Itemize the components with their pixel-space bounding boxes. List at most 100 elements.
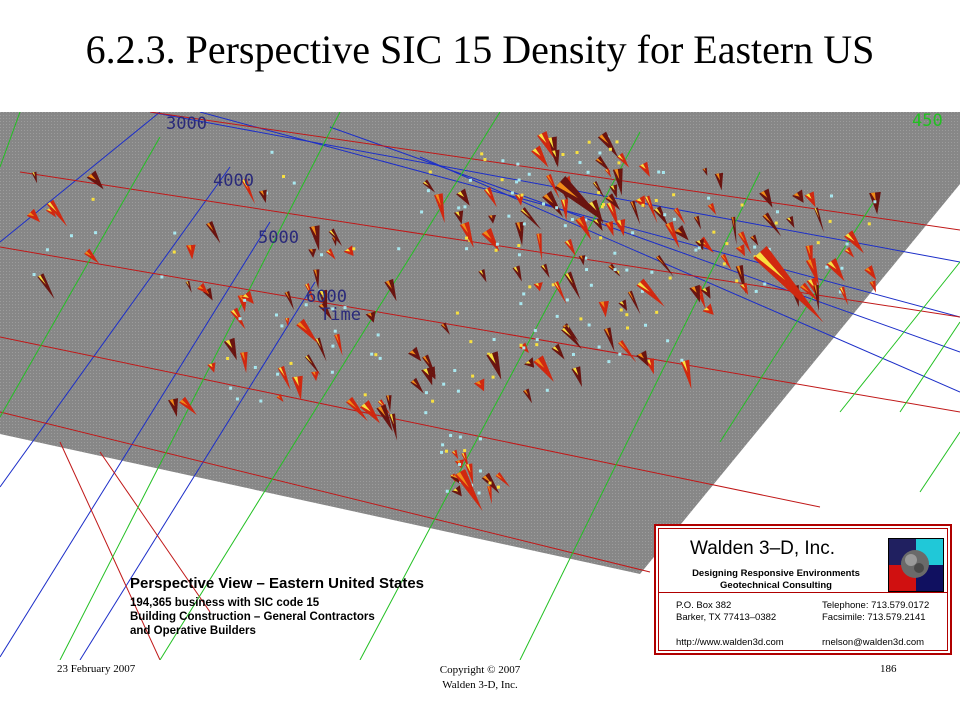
density-spike-highlight: [589, 201, 597, 211]
density-spike: [813, 284, 819, 312]
density-point: [445, 449, 448, 453]
company-website[interactable]: http://www.walden3d.com: [676, 637, 784, 648]
density-spike-highlight: [385, 280, 392, 289]
density-spike: [560, 199, 569, 221]
density-spike-highlight: [452, 450, 456, 455]
perspective-surface: 3000 4000 5000 6000 Time 450: [0, 112, 960, 660]
density-point: [496, 485, 500, 489]
density-spike-highlight: [310, 226, 317, 237]
density-spike-highlight: [565, 240, 571, 247]
density-point: [520, 193, 524, 197]
density-spike: [291, 375, 303, 401]
density-point: [867, 222, 871, 226]
density-spike-highlight: [537, 233, 541, 245]
density-spike-highlight: [326, 250, 332, 254]
density-point: [555, 206, 559, 210]
density-point: [598, 151, 602, 155]
density-point: [619, 308, 623, 312]
density-spike: [311, 371, 319, 382]
density-spike: [644, 195, 658, 224]
density-point: [500, 178, 504, 182]
density-point: [641, 203, 645, 207]
density-spike: [839, 286, 849, 306]
density-point: [45, 248, 49, 252]
density-spike-highlight: [456, 472, 469, 488]
density-point: [516, 162, 520, 166]
density-point: [259, 399, 263, 403]
grid-line-green: [839, 261, 960, 413]
density-spikes: [26, 131, 881, 511]
density-spike: [693, 215, 702, 230]
density-point: [617, 161, 621, 165]
density-point: [238, 317, 242, 321]
density-point: [599, 236, 603, 240]
density-spike: [453, 210, 464, 225]
density-point: [712, 230, 716, 234]
density-spike-highlight: [389, 414, 394, 425]
density-spike-highlight: [482, 475, 492, 483]
density-spike-highlight: [488, 353, 496, 364]
density-spike-highlight: [534, 283, 539, 287]
density-point: [378, 356, 382, 360]
density-spike: [522, 388, 533, 404]
density-point: [535, 343, 539, 347]
density-spike-highlight: [293, 376, 299, 387]
density-spike: [186, 244, 196, 260]
density-spike-highlight: [865, 267, 872, 273]
grid-label-6000: 6000: [306, 287, 347, 307]
density-point: [70, 234, 74, 238]
density-point: [469, 340, 473, 344]
density-point: [626, 326, 630, 330]
density-spike: [465, 463, 474, 485]
company-telephone: Telephone: 713.579.0172: [822, 600, 930, 611]
grid-line-green: [0, 136, 161, 418]
company-address-2: Barker, TX 77413–0382: [676, 612, 777, 623]
slide-title: 6.2.3. Perspective SIC 15 Density for Ea…: [85, 27, 875, 72]
density-point: [571, 353, 575, 357]
density-spike-highlight: [475, 380, 482, 386]
density-point: [828, 219, 832, 223]
density-spike-highlight: [593, 182, 599, 189]
density-point: [32, 273, 36, 277]
grid-line-red: [0, 336, 821, 508]
density-spike-highlight: [656, 256, 665, 265]
density-point: [563, 224, 567, 228]
density-point: [456, 389, 460, 393]
density-point: [586, 170, 590, 174]
company-email[interactable]: rnelson@walden3d.com: [822, 637, 925, 648]
density-spike: [605, 221, 614, 237]
density-point: [754, 289, 758, 293]
density-spike-highlight: [461, 223, 469, 234]
company-logo: [888, 538, 944, 592]
density-spike-highlight: [422, 368, 429, 376]
density-spike-highlight: [731, 216, 735, 229]
density-point: [838, 290, 842, 294]
density-point: [644, 323, 648, 327]
density-spike: [537, 131, 554, 158]
density-point: [374, 353, 378, 357]
density-point: [274, 313, 278, 317]
grid-label-5000: 5000: [258, 228, 299, 248]
density-point: [522, 346, 526, 350]
density-spike-highlight: [285, 318, 288, 322]
density-spike-highlight: [482, 230, 492, 240]
grid-line-green: [359, 131, 641, 660]
density-spike: [384, 278, 397, 302]
density-spike-highlight: [361, 403, 371, 412]
density-point: [873, 200, 877, 204]
density-spike-highlight: [525, 360, 531, 364]
density-point: [584, 256, 588, 260]
density-point: [763, 282, 767, 286]
density-spike-highlight: [197, 285, 204, 289]
density-point: [331, 307, 335, 311]
density-point: [551, 283, 555, 287]
density-spike-highlight: [534, 358, 545, 368]
density-spike-highlight: [484, 188, 491, 197]
density-spike-highlight: [455, 211, 460, 217]
density-spike-highlight: [319, 304, 326, 311]
density-spike-highlight: [674, 208, 680, 216]
density-spike-highlight: [305, 283, 310, 292]
copyright-owner: Walden 3-D, Inc.: [442, 679, 518, 691]
page-number: 186: [880, 663, 897, 675]
density-spike-highlight: [690, 286, 697, 293]
